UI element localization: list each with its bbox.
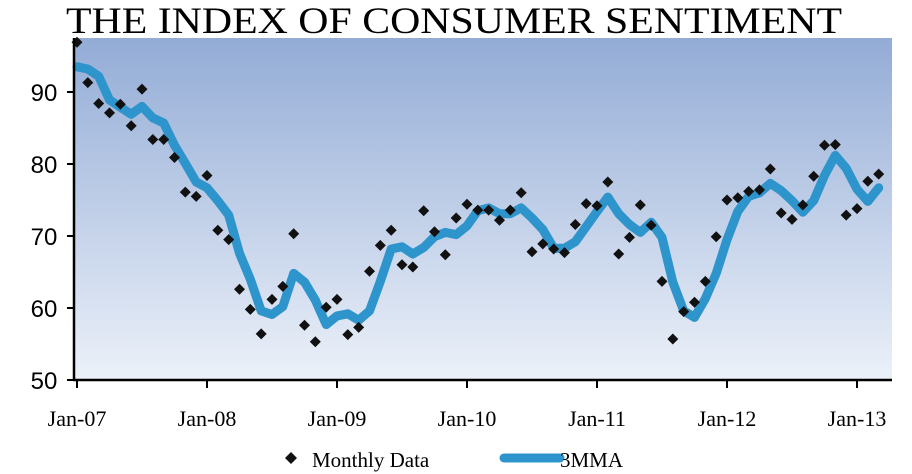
monthly-data-point bbox=[775, 207, 787, 219]
monthly-data-point bbox=[179, 186, 191, 198]
x-tick-label: Jan-09 bbox=[308, 406, 367, 431]
monthly-data-point bbox=[699, 275, 711, 287]
monthly-data-point bbox=[515, 187, 527, 199]
monthly-data-point bbox=[624, 231, 635, 243]
y-tick-label: 60 bbox=[31, 296, 58, 323]
monthly-data-point bbox=[808, 170, 820, 182]
legend: Monthly Data 3MMA bbox=[285, 448, 624, 472]
monthly-data-point bbox=[645, 219, 657, 231]
legend-diamond-marker bbox=[285, 452, 297, 464]
monthly-data-point bbox=[342, 329, 354, 341]
y-tick-label: 80 bbox=[31, 152, 58, 179]
legend-label-monthly-data: Monthly Data bbox=[312, 448, 430, 472]
chart-marks bbox=[71, 36, 885, 348]
monthly-data-point bbox=[158, 134, 170, 145]
monthly-data-point bbox=[396, 259, 408, 271]
monthly-data-point bbox=[710, 231, 722, 243]
monthly-data-point bbox=[277, 280, 289, 292]
monthly-data-point bbox=[504, 204, 516, 216]
monthly-data-point bbox=[212, 224, 224, 236]
monthly-data-point bbox=[353, 321, 365, 333]
monthly-data-point bbox=[873, 168, 885, 180]
monthly-data-point bbox=[136, 83, 148, 95]
monthly-data-point bbox=[223, 234, 235, 246]
monthly-data-point bbox=[309, 336, 321, 348]
monthly-data-point bbox=[754, 184, 765, 196]
monthly-data-point bbox=[862, 175, 874, 187]
y-tick-label: 90 bbox=[31, 80, 58, 107]
monthly-data-point bbox=[494, 214, 505, 226]
monthly-data-point bbox=[82, 77, 94, 89]
monthly-data-point bbox=[104, 107, 115, 119]
x-tick-label: Jan-13 bbox=[828, 406, 887, 431]
monthly-data-point bbox=[331, 293, 343, 305]
monthly-data-point bbox=[591, 200, 603, 212]
monthly-data-point bbox=[743, 185, 755, 197]
monthly-data-point bbox=[634, 199, 646, 211]
monthly-data-point bbox=[244, 303, 256, 315]
monthly-data-point bbox=[450, 212, 462, 224]
monthly-data-point bbox=[429, 226, 440, 238]
monthly-data-point bbox=[418, 205, 430, 217]
monthly-data-point bbox=[851, 203, 863, 215]
monthly-data-point bbox=[320, 301, 332, 313]
monthly-data-point bbox=[840, 209, 852, 221]
monthly-data-point bbox=[299, 319, 310, 331]
chart-title: THE INDEX OF CONSUMER SENTIMENT bbox=[66, 1, 842, 42]
x-tick-label: Jan-11 bbox=[568, 406, 626, 431]
legend-label-3mma: 3MMA bbox=[560, 448, 624, 472]
monthly-data-point bbox=[201, 170, 213, 181]
monthly-data-point bbox=[288, 228, 300, 240]
monthly-data-point bbox=[385, 224, 397, 236]
monthly-data-point bbox=[407, 261, 419, 273]
x-tick-label: Jan-12 bbox=[698, 406, 757, 431]
monthly-data-point bbox=[483, 204, 495, 216]
monthly-data-point bbox=[266, 293, 278, 305]
monthly-data-point bbox=[667, 333, 679, 345]
monthly-data-point bbox=[147, 134, 159, 145]
monthly-data-point bbox=[602, 176, 614, 188]
x-tick-label: Jan-10 bbox=[438, 406, 497, 431]
monthly-data-point bbox=[721, 194, 733, 206]
monthly-data-point bbox=[93, 98, 105, 109]
monthly-data-point bbox=[548, 243, 560, 255]
monthly-data-point bbox=[169, 152, 180, 163]
monthly-data-point bbox=[461, 198, 473, 210]
monthly-data-point bbox=[764, 163, 776, 175]
x-tick-label: Jan-07 bbox=[48, 406, 107, 431]
monthly-data-point bbox=[819, 139, 830, 151]
monthly-data-point bbox=[537, 238, 549, 250]
monthly-data-point bbox=[732, 192, 744, 204]
monthly-data-point bbox=[829, 139, 841, 151]
monthly-data-point bbox=[569, 219, 581, 230]
monthly-data-point bbox=[234, 283, 245, 295]
monthly-data-point bbox=[656, 275, 668, 287]
monthly-data-point bbox=[797, 199, 809, 211]
monthly-data-point bbox=[689, 296, 700, 308]
monthly-data-point bbox=[374, 239, 386, 251]
monthly-data-point bbox=[613, 248, 625, 260]
monthly-data-point bbox=[190, 190, 202, 202]
monthly-data-point bbox=[114, 98, 126, 110]
monthly-data-point bbox=[472, 204, 484, 216]
monthly-data-point bbox=[526, 246, 538, 258]
x-axis: Jan-07 Jan-08 Jan-09 Jan-10 Jan-11 Jan-12 Jan-… bbox=[48, 380, 887, 431]
monthly-data-point bbox=[125, 120, 137, 132]
monthly-data-point bbox=[678, 306, 690, 318]
y-tick-label: 70 bbox=[31, 224, 58, 251]
y-axis: 50 60 70 80 90 bbox=[31, 80, 74, 395]
monthly-data-point bbox=[439, 249, 451, 261]
monthly-data-point bbox=[786, 213, 798, 225]
monthly-data-point bbox=[364, 265, 375, 277]
monthly-data-point bbox=[559, 247, 570, 259]
x-tick-label: Jan-08 bbox=[178, 406, 237, 431]
monthly-data-point bbox=[580, 198, 592, 210]
monthly-data-point bbox=[255, 328, 267, 340]
y-tick-label: 50 bbox=[31, 368, 58, 395]
